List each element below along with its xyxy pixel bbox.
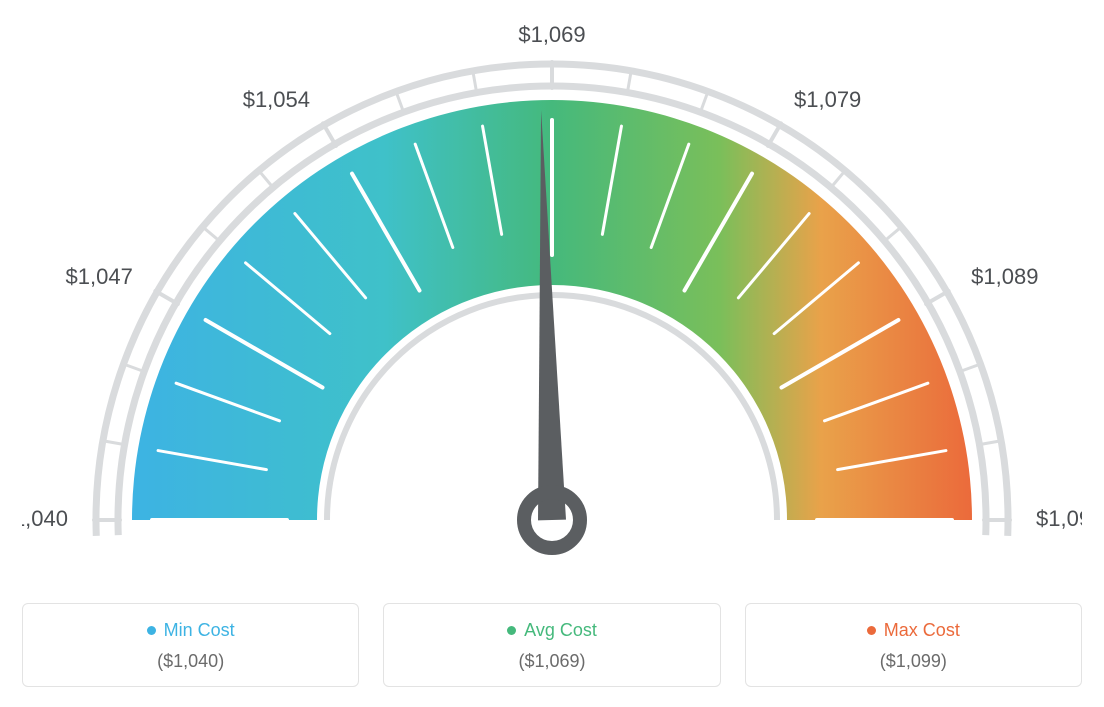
legend-title: Avg Cost	[524, 620, 597, 641]
svg-text:$1,040: $1,040	[22, 506, 68, 531]
svg-text:$1,099: $1,099	[1036, 506, 1082, 531]
svg-text:$1,047: $1,047	[66, 264, 133, 289]
cost-gauge: $1,040 $1,047 $1,054 $1,069 $1,079 $1,089 $1,0…	[22, 20, 1082, 585]
legend-card-min: Min Cost ($1,040)	[22, 603, 359, 687]
legend-dot-icon	[147, 626, 156, 635]
legend-row: Min Cost ($1,040) Avg Cost ($1,069) Max …	[22, 603, 1082, 687]
svg-text:$1,079: $1,079	[794, 87, 861, 112]
legend-value: ($1,040)	[157, 651, 224, 672]
legend-card-avg: Avg Cost ($1,069)	[383, 603, 720, 687]
legend-title: Min Cost	[164, 620, 235, 641]
legend-value: ($1,099)	[880, 651, 947, 672]
legend-title-row: Avg Cost	[507, 620, 597, 641]
legend-title-row: Max Cost	[867, 620, 960, 641]
legend-dot-icon	[507, 626, 516, 635]
legend-title: Max Cost	[884, 620, 960, 641]
gauge-svg: $1,040 $1,047 $1,054 $1,069 $1,079 $1,089 $1,0…	[22, 20, 1082, 580]
legend-title-row: Min Cost	[147, 620, 235, 641]
svg-text:$1,069: $1,069	[518, 22, 585, 47]
svg-text:$1,089: $1,089	[971, 264, 1038, 289]
svg-text:$1,054: $1,054	[243, 87, 310, 112]
legend-card-max: Max Cost ($1,099)	[745, 603, 1082, 687]
legend-dot-icon	[867, 626, 876, 635]
legend-value: ($1,069)	[518, 651, 585, 672]
